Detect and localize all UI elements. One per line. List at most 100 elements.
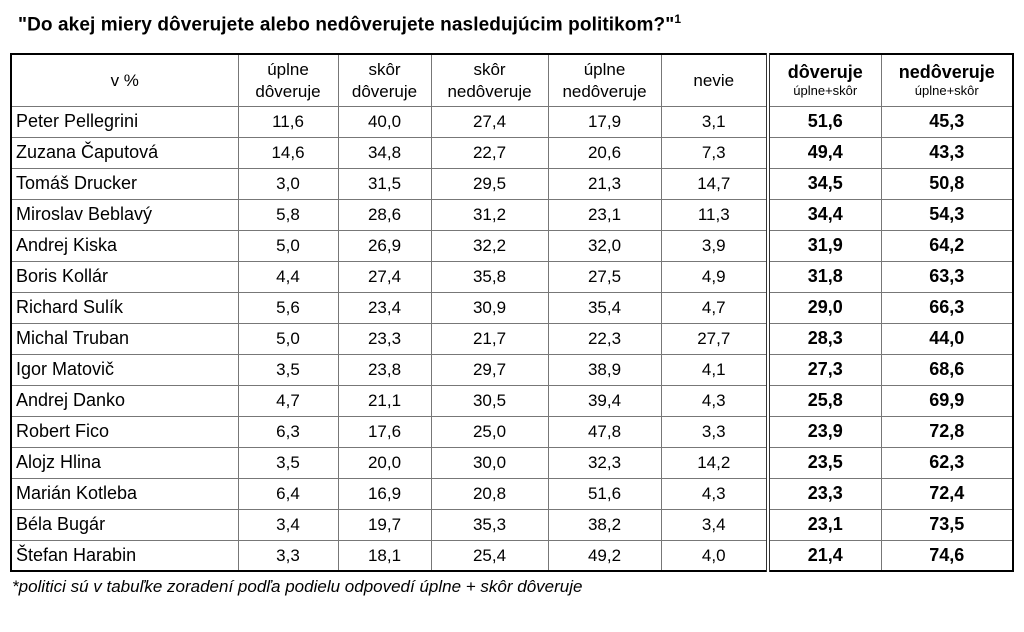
value-cell: 31,5 <box>337 167 432 200</box>
value-cell: 21,7 <box>430 322 549 355</box>
value-cell: 3,5 <box>237 446 339 479</box>
value-cell: 28,6 <box>337 198 432 231</box>
table-row: Andrej Danko 4,7 21,1 30,5 39,4 4,3 25,8 69,9 <box>10 384 1014 417</box>
value-cell: 11,6 <box>237 105 339 138</box>
politician-name-cell: Igor Matovič <box>10 353 239 386</box>
politician-name-cell: Andrej Danko <box>10 384 239 417</box>
value-cell: 4,7 <box>237 384 339 417</box>
header-sum-sublabel: úplne+skôr <box>793 83 858 99</box>
value-cell: 27,4 <box>430 105 549 138</box>
value-cell: 22,3 <box>547 322 662 355</box>
value-cell: 14,2 <box>660 446 769 479</box>
table-header-row: v % úplne dôveruje skôr dôveruje skôr nedôv… <box>10 53 1014 107</box>
table-row: Alojz Hlina 3,5 20,0 30,0 32,3 14,2 23,5 62,3 <box>10 446 1014 479</box>
value-cell: 14,7 <box>660 167 769 200</box>
value-cell: 4,9 <box>660 260 769 293</box>
value-cell: 3,3 <box>660 415 769 448</box>
value-cell: 18,1 <box>337 539 432 572</box>
trust-total-cell: 28,3 <box>766 322 882 355</box>
table-body: Peter Pellegrini 11,6 40,0 27,4 17,9 3,1 51,6 4… <box>10 105 1014 572</box>
value-cell: 4,3 <box>660 477 769 510</box>
value-cell: 19,7 <box>337 508 432 541</box>
header-sum-label: dôveruje <box>787 62 863 83</box>
table-row: Boris Kollár 4,4 27,4 35,8 27,5 4,9 31,8 63,3 <box>10 260 1014 293</box>
footnote: *politici sú v tabuľke zoradení podľa po… <box>12 577 583 597</box>
header-skor-nedoveruje: skôr nedôveruje <box>430 53 549 107</box>
trust-total-cell: 34,5 <box>766 167 882 200</box>
header-doveruje-total: dôveruje úplne+skôr <box>766 53 882 107</box>
value-cell: 17,6 <box>337 415 432 448</box>
header-line: dôveruje <box>351 81 418 101</box>
value-cell: 3,1 <box>660 105 769 138</box>
value-cell: 20,6 <box>547 136 662 169</box>
politician-name-cell: Marián Kotleba <box>10 477 239 510</box>
table-row: Michal Truban 5,0 23,3 21,7 22,3 27,7 28,3 44,0 <box>10 322 1014 355</box>
trust-table: v % úplne dôveruje skôr dôveruje skôr nedôv… <box>10 53 1014 573</box>
header-uplne-nedoveruje: úplne nedôveruje <box>547 53 662 107</box>
politician-name-cell: Tomáš Drucker <box>10 167 239 200</box>
value-cell: 27,5 <box>547 260 662 293</box>
value-cell: 6,4 <box>237 477 339 510</box>
distrust-total-cell: 72,4 <box>880 477 1014 510</box>
distrust-total-cell: 72,8 <box>880 415 1014 448</box>
politician-name-cell: Štefan Harabin <box>10 539 239 572</box>
value-cell: 4,1 <box>660 353 769 386</box>
distrust-total-cell: 66,3 <box>880 291 1014 324</box>
value-cell: 32,3 <box>547 446 662 479</box>
trust-total-cell: 49,4 <box>766 136 882 169</box>
value-cell: 3,9 <box>660 229 769 262</box>
value-cell: 29,5 <box>430 167 549 200</box>
header-line: úplne <box>267 60 309 80</box>
politician-name-cell: Béla Bugár <box>10 508 239 541</box>
header-line: skôr <box>473 60 506 80</box>
header-sum-sublabel: úplne+skôr <box>914 83 979 99</box>
distrust-total-cell: 43,3 <box>880 136 1014 169</box>
value-cell: 11,3 <box>660 198 769 231</box>
header-line: nedôveruje <box>562 81 647 101</box>
header-line: nevie <box>693 70 735 90</box>
value-cell: 30,0 <box>430 446 549 479</box>
politician-name-cell: Alojz Hlina <box>10 446 239 479</box>
trust-total-cell: 31,8 <box>766 260 882 293</box>
page-title: "Do akej miery dôverujete alebo nedôveru… <box>0 0 1024 36</box>
distrust-total-cell: 73,5 <box>880 508 1014 541</box>
table-row: Richard Sulík 5,6 23,4 30,9 35,4 4,7 29,0 66,3 <box>10 291 1014 324</box>
distrust-total-cell: 50,8 <box>880 167 1014 200</box>
value-cell: 35,8 <box>430 260 549 293</box>
title-footnote-marker: 1 <box>674 12 682 26</box>
value-cell: 7,3 <box>660 136 769 169</box>
trust-total-cell: 31,9 <box>766 229 882 262</box>
distrust-total-cell: 74,6 <box>880 539 1014 572</box>
header-line: dôveruje <box>255 81 321 101</box>
value-cell: 23,4 <box>337 291 432 324</box>
header-line: nedôveruje <box>447 81 532 101</box>
table-row: Béla Bugár 3,4 19,7 35,3 38,2 3,4 23,1 73,5 <box>10 508 1014 541</box>
value-cell: 4,3 <box>660 384 769 417</box>
value-cell: 3,0 <box>237 167 339 200</box>
value-cell: 35,3 <box>430 508 549 541</box>
politician-name-cell: Andrej Kiska <box>10 229 239 262</box>
value-cell: 20,8 <box>430 477 549 510</box>
table-row: Peter Pellegrini 11,6 40,0 27,4 17,9 3,1 51,6 4… <box>10 105 1014 138</box>
value-cell: 34,8 <box>337 136 432 169</box>
value-cell: 26,9 <box>337 229 432 262</box>
distrust-total-cell: 44,0 <box>880 322 1014 355</box>
header-unit: v % <box>10 53 239 107</box>
trust-total-cell: 27,3 <box>766 353 882 386</box>
value-cell: 47,8 <box>547 415 662 448</box>
distrust-total-cell: 68,6 <box>880 353 1014 386</box>
trust-total-cell: 23,3 <box>766 477 882 510</box>
value-cell: 3,3 <box>237 539 339 572</box>
value-cell: 49,2 <box>547 539 662 572</box>
value-cell: 32,2 <box>430 229 549 262</box>
title-text: "Do akej miery dôverujete alebo nedôveru… <box>18 14 675 36</box>
politician-name-cell: Michal Truban <box>10 322 239 355</box>
value-cell: 17,9 <box>547 105 662 138</box>
value-cell: 23,1 <box>547 198 662 231</box>
value-cell: 27,4 <box>337 260 432 293</box>
trust-total-cell: 23,1 <box>766 508 882 541</box>
header-nevie: nevie <box>660 53 769 107</box>
table-row: Andrej Kiska 5,0 26,9 32,2 32,0 3,9 31,9 64,2 <box>10 229 1014 262</box>
distrust-total-cell: 45,3 <box>880 105 1014 138</box>
